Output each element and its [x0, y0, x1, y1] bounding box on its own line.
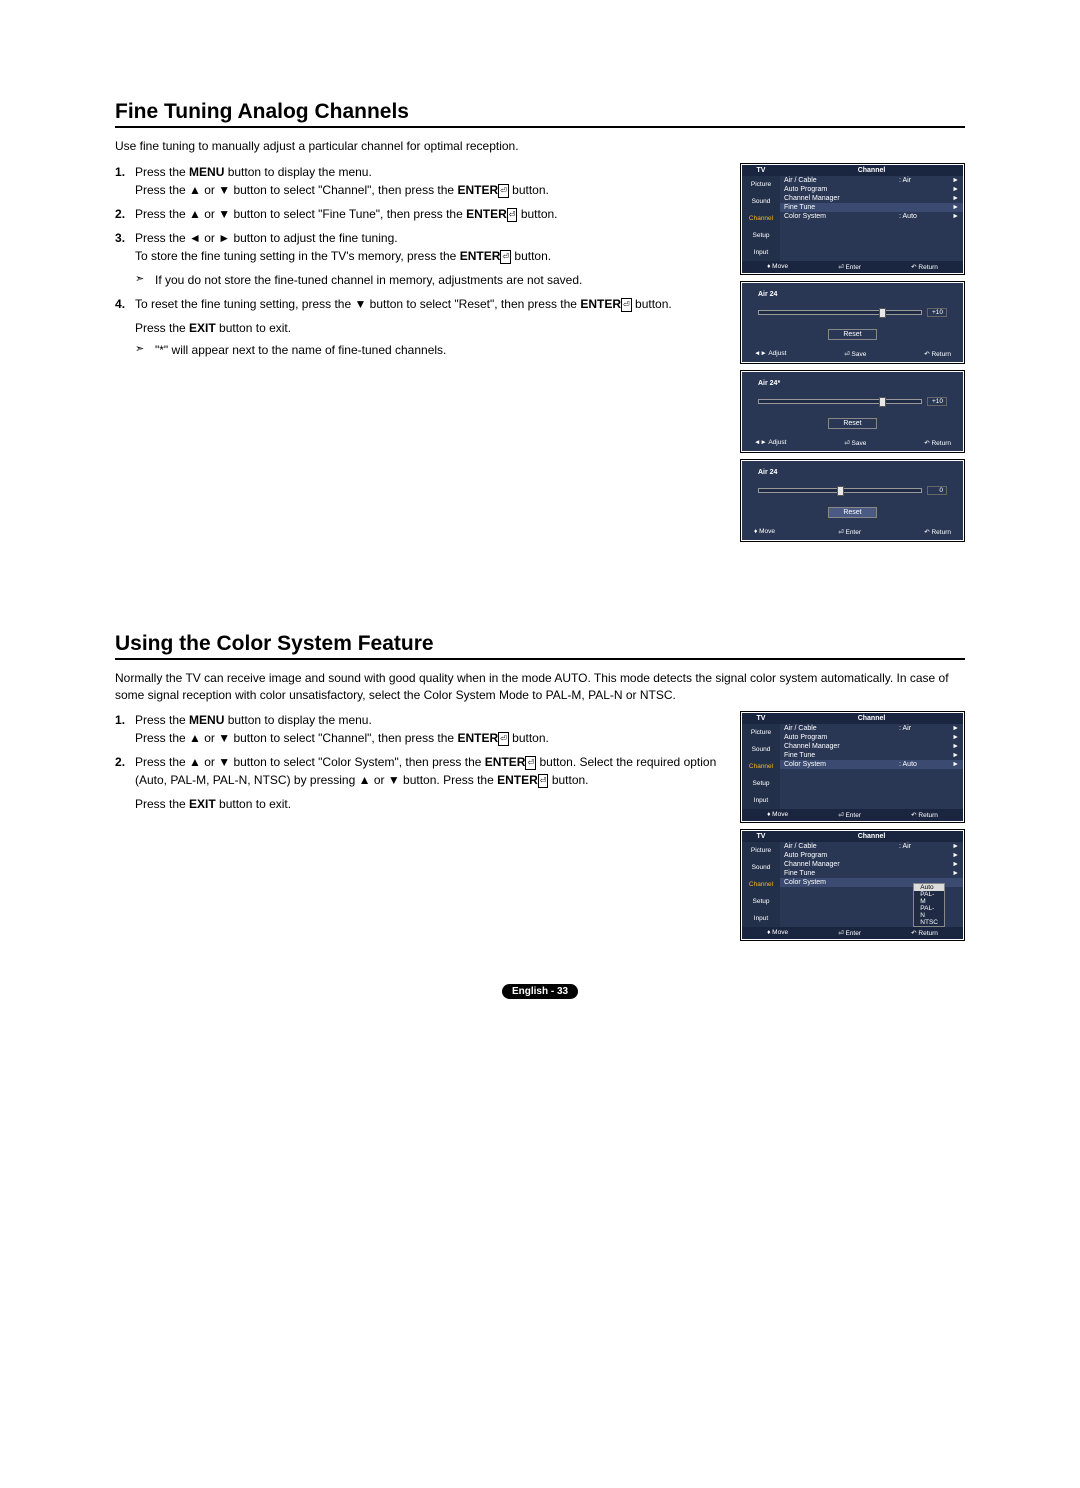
- section-title-colorsystem: Using the Color System Feature: [115, 632, 965, 660]
- screenshot-finetune-3: Air 240Reset♦ Move⏎ Enter↶ Return: [740, 459, 965, 542]
- screenshot-finetune-1: Air 24+10Reset◄► Adjust⏎ Save↶ Return: [740, 281, 965, 364]
- intro-colorsystem: Normally the TV can receive image and so…: [115, 670, 965, 704]
- screenshot-cs-menu-1: TVChannelPictureSoundChannelSetupInputAi…: [740, 711, 965, 823]
- intro-finetune: Use fine tuning to manually adjust a par…: [115, 138, 965, 155]
- screenshot-cs-menu-2: TVChannelPictureSoundChannelSetupInputAi…: [740, 829, 965, 941]
- steps-colorsystem: Press the MENU button to display the men…: [115, 711, 720, 941]
- steps-finetune: Press the MENU button to display the men…: [115, 163, 720, 542]
- section-title-finetune: Fine Tuning Analog Channels: [115, 100, 965, 128]
- screenshot-channel-menu: TVChannelPictureSoundChannelSetupInputAi…: [740, 163, 965, 275]
- screenshot-finetune-2: Air 24*+10Reset◄► Adjust⏎ Save↶ Return: [740, 370, 965, 453]
- page-footer: English - 33: [115, 981, 965, 999]
